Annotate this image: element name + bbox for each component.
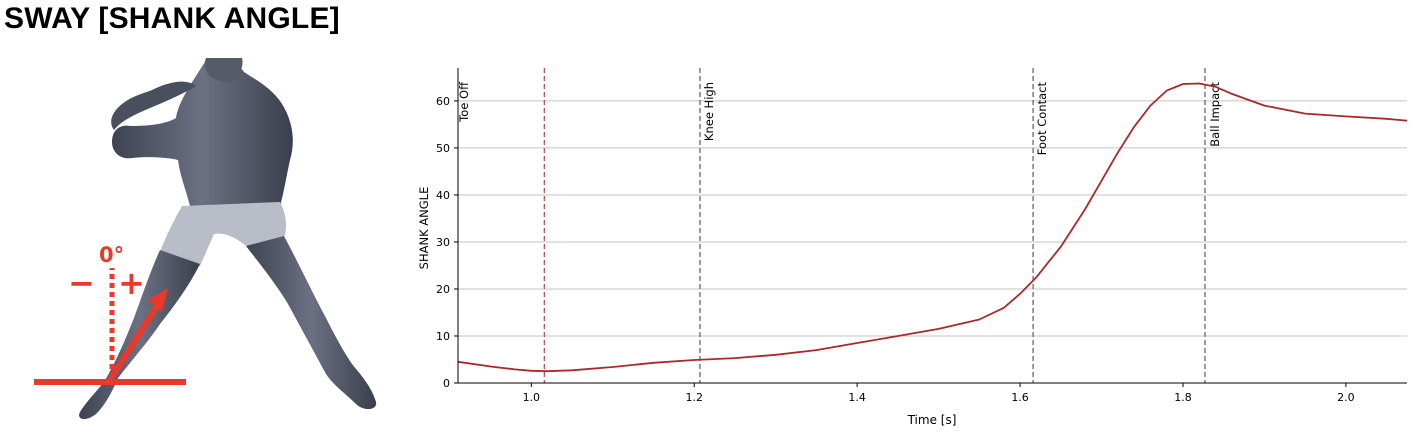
x-tick-label: 1.8	[1174, 391, 1192, 404]
shank-arrow-shaft	[107, 302, 161, 382]
y-axis-label: SHANK ANGLE	[417, 187, 431, 270]
shank-arrow-head	[148, 288, 168, 312]
athlete-shorts	[160, 202, 287, 266]
y-tick-label: 20	[436, 283, 450, 296]
x-tick-label: 1.2	[685, 391, 703, 404]
y-tick-label: 50	[436, 142, 450, 155]
event-label: Toe Off	[457, 81, 471, 123]
minus-sign: −	[68, 264, 95, 302]
plus-sign: +	[118, 264, 145, 302]
series-line	[457, 82, 1408, 373]
zero-degree-label: 0°	[99, 243, 124, 267]
athlete-figure	[79, 58, 377, 420]
shank-angle-figure: 0° − +	[34, 58, 377, 420]
y-tick-label: 30	[436, 236, 450, 249]
page-title: SWAY [SHANK ANGLE]	[4, 2, 340, 35]
x-tick-label: 2.0	[1337, 391, 1355, 404]
y-tick-label: 60	[436, 95, 450, 108]
x-tick-label: 1.0	[523, 391, 541, 404]
event-label: Foot Contact	[1035, 82, 1049, 156]
y-tick-label: 10	[436, 330, 450, 343]
athlete-torso	[112, 60, 293, 206]
x-tick-label: 1.4	[848, 391, 866, 404]
y-tick-label: 40	[436, 189, 450, 202]
shank-angle-chart: Toe Off Knee High Foot Contact Ball Impact …	[417, 68, 1408, 427]
event-label: Knee High	[702, 82, 716, 141]
athlete-head	[204, 58, 243, 83]
series-layer	[457, 82, 1408, 373]
athlete-right-leg	[246, 236, 377, 410]
athlete-right-arm	[111, 81, 196, 130]
angle-marker: 0° − +	[34, 243, 186, 385]
event-label: Ball Impact	[1208, 82, 1222, 147]
axis-layer: 0 10 20 30 40 50 60 1.0 1.2 1.4 1.6 1.8 2.0	[436, 68, 1407, 404]
event-layer: Toe Off Knee High Foot Contact Ball Impact	[457, 68, 1222, 383]
x-tick-label: 1.6	[1011, 391, 1029, 404]
y-tick-label: 0	[443, 377, 450, 390]
x-axis-label: Time [s]	[907, 413, 957, 427]
grid-layer	[458, 100, 1407, 337]
